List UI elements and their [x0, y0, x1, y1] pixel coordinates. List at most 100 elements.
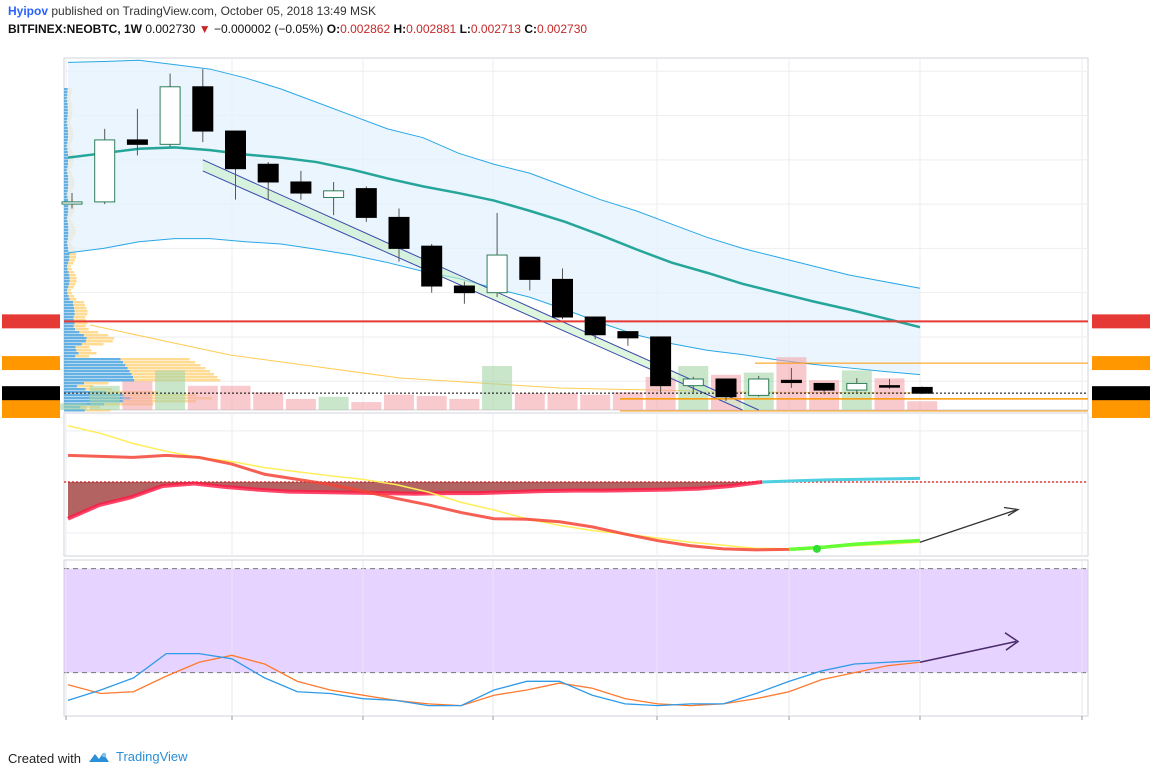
volume-profile-bar — [64, 241, 67, 244]
volume-profile-bar — [64, 295, 69, 298]
volume-profile-bar — [64, 112, 68, 115]
volume-profile-bar — [81, 343, 104, 346]
created-with: Created with — [8, 751, 81, 766]
volume-profile-bar — [64, 322, 75, 325]
candle-body — [421, 245, 443, 287]
candle-body — [225, 130, 246, 170]
volume-profile-bar — [64, 352, 79, 355]
volume-profile-bar — [86, 337, 115, 340]
volume-profile-bar — [74, 307, 87, 310]
volume-profile-bar — [64, 370, 130, 373]
volume-profile-bar — [64, 409, 85, 412]
tradingview-logo-icon — [89, 752, 109, 762]
close-value: 0.002730 — [536, 22, 588, 36]
candle-body — [813, 382, 835, 391]
volume-profile-bar — [64, 298, 70, 301]
volume-profile-bar — [64, 334, 84, 337]
macd-trend-arrow — [919, 509, 1017, 543]
volume-profile-bar — [64, 160, 69, 163]
volume-bar — [155, 370, 186, 410]
candle-body — [584, 316, 606, 336]
volume-profile-bar — [69, 280, 77, 283]
volume-profile-bar — [84, 382, 109, 385]
volume-profile-bar — [64, 178, 69, 181]
down-arrow-icon: ▼ — [198, 22, 211, 36]
volume-profile-bar — [67, 292, 72, 295]
volume-profile-bar — [64, 154, 69, 157]
volume-profile-bar — [64, 250, 70, 253]
volume-profile-bar — [64, 190, 68, 193]
publish-info: published on TradingView.com, October 05… — [51, 4, 377, 18]
macd-histogram-edge — [67, 479, 763, 521]
volume-profile-bar — [64, 286, 69, 289]
volume-profile-bar — [64, 223, 69, 226]
volume-profile-bar — [74, 322, 88, 325]
bollinger-band-fill — [68, 60, 920, 375]
brand-link[interactable]: TradingView — [88, 749, 188, 764]
volume-profile-bar — [127, 367, 206, 370]
volume-profile-bar — [68, 262, 74, 265]
high-label: H: — [393, 22, 407, 36]
macd-arrow-head — [1003, 506, 1020, 517]
author-name[interactable]: Hyipov — [8, 4, 49, 18]
close-label: C: — [524, 22, 537, 36]
candle-body — [617, 331, 639, 339]
candle-body — [715, 378, 737, 398]
last-price: 0.002730 — [145, 22, 196, 36]
volume-bar — [122, 381, 153, 410]
volume-profile-bar — [64, 313, 75, 316]
volume-profile-bar — [64, 217, 67, 220]
stoch-k-line — [67, 652, 921, 707]
volume-profile-bar — [64, 280, 70, 283]
volume-profile-bar — [64, 358, 121, 361]
low-label: L: — [459, 22, 471, 36]
volume-profile-bar — [64, 382, 85, 385]
volume-profile-bar — [64, 340, 86, 343]
volume-profile-bar — [73, 301, 85, 304]
volume-profile-bar — [64, 91, 68, 94]
volume-profile-bar — [64, 169, 67, 172]
volume-profile-bar — [64, 343, 82, 346]
volume-profile-bar — [64, 346, 76, 349]
volume-profile-bar — [75, 355, 90, 358]
volume-profile-bar — [68, 286, 74, 289]
volume-profile-bar — [64, 145, 67, 148]
volume-profile-bar — [64, 166, 68, 169]
volume-profile-bar — [64, 214, 68, 217]
chart-header: Hyipov published on TradingView.com, Oct… — [0, 0, 1156, 40]
volume-profile-bar — [77, 385, 94, 388]
volume-profile-bar — [64, 361, 124, 364]
candle-body — [650, 336, 672, 387]
volume-profile-bar — [64, 184, 69, 187]
symbol-label[interactable]: BITFINEX:NEOBTC, 1W — [8, 22, 142, 36]
volume-profile-bar — [120, 358, 190, 361]
volume-profile-bar — [83, 334, 109, 337]
volume-profile-bar — [64, 88, 68, 91]
volume-profile-bar — [68, 295, 75, 298]
volume-profile-bar — [67, 268, 72, 271]
candle-body — [257, 163, 279, 183]
price-tag-right — [1092, 314, 1150, 329]
volume-profile-bar — [75, 328, 89, 331]
macd-signal-line — [67, 453, 921, 552]
volume-bar — [89, 385, 120, 410]
volume-profile-bar — [64, 304, 74, 307]
volume-profile-bar — [64, 355, 76, 358]
volume-profile-bar — [73, 319, 86, 322]
open-value: 0.002862 — [340, 22, 391, 36]
volume-profile-bar — [64, 310, 75, 313]
volume-profile-bar — [84, 409, 111, 412]
volume-bar — [351, 402, 382, 410]
volume-profile-bar — [64, 274, 70, 277]
volume-profile-bar — [64, 127, 68, 130]
volume-profile-bar — [69, 256, 76, 259]
volume-profile-bar — [75, 346, 90, 349]
volume-profile-bar — [64, 106, 68, 109]
macd-signal-rising-segment — [788, 538, 921, 552]
volume-bar — [384, 394, 414, 410]
volume-profile-bar — [64, 136, 69, 139]
volume-profile-bar — [64, 325, 74, 328]
volume-profile-bar — [73, 304, 85, 307]
volume-profile-bar — [64, 364, 126, 367]
chart-canvas[interactable] — [0, 0, 1156, 740]
